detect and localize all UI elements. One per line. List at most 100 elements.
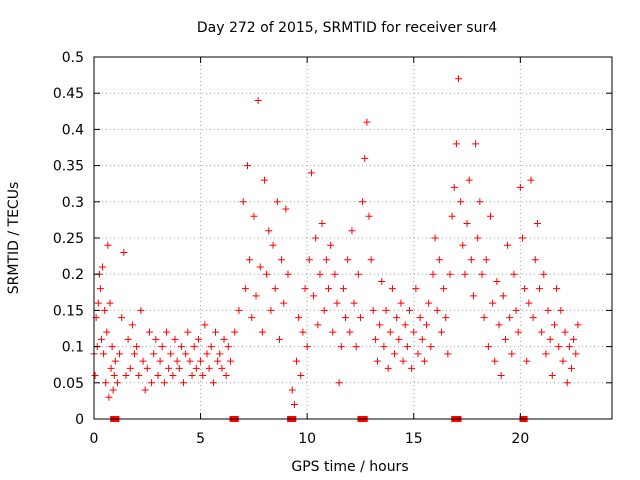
data-point xyxy=(265,227,273,235)
data-point xyxy=(529,314,537,322)
data-point xyxy=(408,364,416,372)
data-point xyxy=(418,335,426,343)
data-point xyxy=(96,285,104,293)
data-point xyxy=(252,292,260,300)
data-point xyxy=(124,335,132,343)
data-point xyxy=(327,241,335,249)
y-tick-label: 0.15 xyxy=(53,303,84,319)
data-point xyxy=(518,234,526,242)
data-point xyxy=(135,372,143,380)
data-point xyxy=(148,379,156,387)
data-point xyxy=(307,169,315,177)
data-point xyxy=(103,328,111,336)
data-point xyxy=(190,343,198,351)
data-point xyxy=(467,256,475,264)
data-point xyxy=(314,321,322,329)
data-point xyxy=(222,372,230,380)
y-tick-label: 0.5 xyxy=(62,50,84,66)
data-point xyxy=(137,306,145,314)
data-point xyxy=(293,357,301,365)
data-point xyxy=(444,350,452,358)
data-point xyxy=(480,314,488,322)
data-point xyxy=(574,321,582,329)
data-point xyxy=(455,75,463,83)
data-point xyxy=(346,328,354,336)
data-point xyxy=(442,314,450,322)
data-point xyxy=(531,256,539,264)
data-point xyxy=(384,364,392,372)
data-point xyxy=(111,357,119,365)
data-point xyxy=(139,357,147,365)
data-point xyxy=(331,270,339,278)
data-point xyxy=(514,328,522,336)
data-point xyxy=(567,364,575,372)
x-tick-label: 10 xyxy=(298,431,316,447)
data-point xyxy=(452,140,460,148)
data-point xyxy=(521,285,529,293)
data-point xyxy=(380,343,388,351)
data-point xyxy=(324,285,332,293)
y-axis-label: SRMTID / TECUs xyxy=(6,182,22,295)
data-point xyxy=(493,277,501,285)
data-point xyxy=(512,306,520,314)
data-point xyxy=(109,386,117,394)
data-point xyxy=(316,270,324,278)
data-point xyxy=(305,256,313,264)
data-point xyxy=(116,350,124,358)
data-point xyxy=(416,314,424,322)
data-point xyxy=(275,335,283,343)
data-point xyxy=(423,321,431,329)
data-point xyxy=(363,118,371,126)
data-point xyxy=(333,299,341,307)
data-point xyxy=(226,357,234,365)
data-point xyxy=(427,343,435,351)
data-point xyxy=(369,306,377,314)
data-point xyxy=(280,299,288,307)
data-point xyxy=(533,220,541,228)
data-point xyxy=(506,314,514,322)
data-point xyxy=(359,198,367,206)
data-point xyxy=(557,306,565,314)
data-point xyxy=(194,335,202,343)
data-point xyxy=(559,357,567,365)
data-point xyxy=(504,241,512,249)
data-point xyxy=(141,386,149,394)
data-point xyxy=(310,292,318,300)
x-axis-label: GPS time / hours xyxy=(291,459,408,475)
data-point xyxy=(128,321,136,329)
data-point xyxy=(350,299,358,307)
data-point xyxy=(374,357,382,365)
y-tick-label: 0 xyxy=(75,412,84,428)
data-point xyxy=(382,306,390,314)
data-point xyxy=(397,299,405,307)
y-tick-label: 0.05 xyxy=(53,376,84,392)
data-point xyxy=(143,364,151,372)
x-tick-label: 15 xyxy=(405,431,423,447)
data-point xyxy=(391,350,399,358)
data-point xyxy=(154,372,162,380)
data-point xyxy=(489,299,497,307)
data-point xyxy=(282,205,290,213)
data-point xyxy=(546,335,554,343)
data-point xyxy=(329,328,337,336)
data-point xyxy=(214,357,222,365)
data-point xyxy=(224,343,232,351)
data-point xyxy=(250,212,258,220)
y-tick-label: 0.25 xyxy=(53,231,84,247)
data-point xyxy=(501,335,509,343)
data-point xyxy=(182,350,190,358)
data-point xyxy=(461,270,469,278)
data-point xyxy=(405,306,413,314)
data-point xyxy=(152,335,160,343)
data-point xyxy=(241,285,249,293)
data-point xyxy=(97,335,105,343)
grid xyxy=(94,57,612,419)
data-point xyxy=(254,96,262,104)
data-point xyxy=(278,256,286,264)
y-tick-label: 0.2 xyxy=(62,267,84,283)
data-point xyxy=(133,343,141,351)
scatter-series xyxy=(90,75,582,409)
chart-title: Day 272 of 2015, SRMTID for receiver sur… xyxy=(197,20,497,36)
data-point xyxy=(499,292,507,300)
data-point xyxy=(235,306,243,314)
